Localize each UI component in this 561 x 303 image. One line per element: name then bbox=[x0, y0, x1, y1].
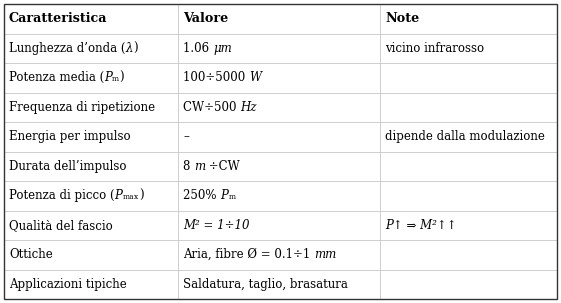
Text: Lunghezza d’onda (: Lunghezza d’onda ( bbox=[9, 42, 126, 55]
Bar bbox=[380, 34, 557, 63]
Bar bbox=[380, 181, 557, 211]
Bar bbox=[4, 122, 178, 152]
Text: Energia per impulso: Energia per impulso bbox=[9, 130, 131, 143]
Text: M² = 1÷10: M² = 1÷10 bbox=[183, 219, 250, 232]
Bar bbox=[178, 34, 380, 63]
Text: Ottiche: Ottiche bbox=[9, 248, 53, 261]
Text: Note: Note bbox=[385, 12, 419, 25]
Text: ): ) bbox=[133, 42, 137, 55]
Bar bbox=[4, 34, 178, 63]
Bar bbox=[178, 211, 380, 240]
Text: Saldatura, taglio, brasatura: Saldatura, taglio, brasatura bbox=[183, 278, 348, 291]
Text: mm: mm bbox=[314, 248, 337, 261]
Text: ₘₐₓ: ₘₐₓ bbox=[122, 189, 139, 202]
Text: λ: λ bbox=[126, 42, 133, 55]
Text: 8: 8 bbox=[183, 160, 194, 173]
Text: 100÷5000: 100÷5000 bbox=[183, 71, 249, 84]
Text: μm: μm bbox=[213, 42, 232, 55]
Bar bbox=[4, 63, 178, 92]
Bar bbox=[178, 63, 380, 92]
Text: P: P bbox=[114, 189, 122, 202]
Bar bbox=[178, 181, 380, 211]
Bar bbox=[178, 269, 380, 299]
Bar bbox=[178, 92, 380, 122]
Text: Potenza media (: Potenza media ( bbox=[9, 71, 104, 84]
Text: Caratteristica: Caratteristica bbox=[9, 12, 108, 25]
Text: ÷CW: ÷CW bbox=[205, 160, 240, 173]
Text: Frequenza di ripetizione: Frequenza di ripetizione bbox=[9, 101, 155, 114]
Text: 250%: 250% bbox=[183, 189, 220, 202]
Bar bbox=[4, 92, 178, 122]
Text: Aria, fibre Ø = 0.1÷1: Aria, fibre Ø = 0.1÷1 bbox=[183, 248, 314, 261]
Text: W: W bbox=[249, 71, 261, 84]
Text: Potenza di picco (: Potenza di picco ( bbox=[9, 189, 114, 202]
Bar bbox=[4, 4, 178, 34]
Text: –: – bbox=[183, 130, 189, 143]
Bar bbox=[380, 122, 557, 152]
Text: vicino infrarosso: vicino infrarosso bbox=[385, 42, 484, 55]
Bar bbox=[4, 211, 178, 240]
Bar bbox=[178, 122, 380, 152]
Text: Durata dell’impulso: Durata dell’impulso bbox=[9, 160, 126, 173]
Text: m: m bbox=[194, 160, 205, 173]
Text: ₘ: ₘ bbox=[112, 71, 119, 84]
Bar bbox=[4, 152, 178, 181]
Bar bbox=[380, 152, 557, 181]
Bar bbox=[178, 152, 380, 181]
Bar bbox=[380, 92, 557, 122]
Text: dipende dalla modulazione: dipende dalla modulazione bbox=[385, 130, 545, 143]
Bar bbox=[380, 211, 557, 240]
Bar bbox=[4, 240, 178, 269]
Bar bbox=[4, 269, 178, 299]
Text: Hz: Hz bbox=[241, 101, 257, 114]
Text: ₘ: ₘ bbox=[228, 189, 236, 202]
Bar bbox=[380, 269, 557, 299]
Text: P: P bbox=[220, 189, 228, 202]
Bar bbox=[380, 240, 557, 269]
Text: Valore: Valore bbox=[183, 12, 228, 25]
Text: ): ) bbox=[119, 71, 124, 84]
Text: ): ) bbox=[139, 189, 144, 202]
Text: CW÷500: CW÷500 bbox=[183, 101, 241, 114]
Bar bbox=[380, 63, 557, 92]
Text: Applicazioni tipiche: Applicazioni tipiche bbox=[9, 278, 127, 291]
Bar bbox=[4, 181, 178, 211]
Bar bbox=[178, 4, 380, 34]
Text: 1.06: 1.06 bbox=[183, 42, 213, 55]
Bar bbox=[380, 4, 557, 34]
Text: P↑ ⇒ M²↑↑: P↑ ⇒ M²↑↑ bbox=[385, 219, 457, 232]
Text: P: P bbox=[104, 71, 112, 84]
Text: Qualità del fascio: Qualità del fascio bbox=[9, 219, 113, 232]
Bar bbox=[178, 240, 380, 269]
